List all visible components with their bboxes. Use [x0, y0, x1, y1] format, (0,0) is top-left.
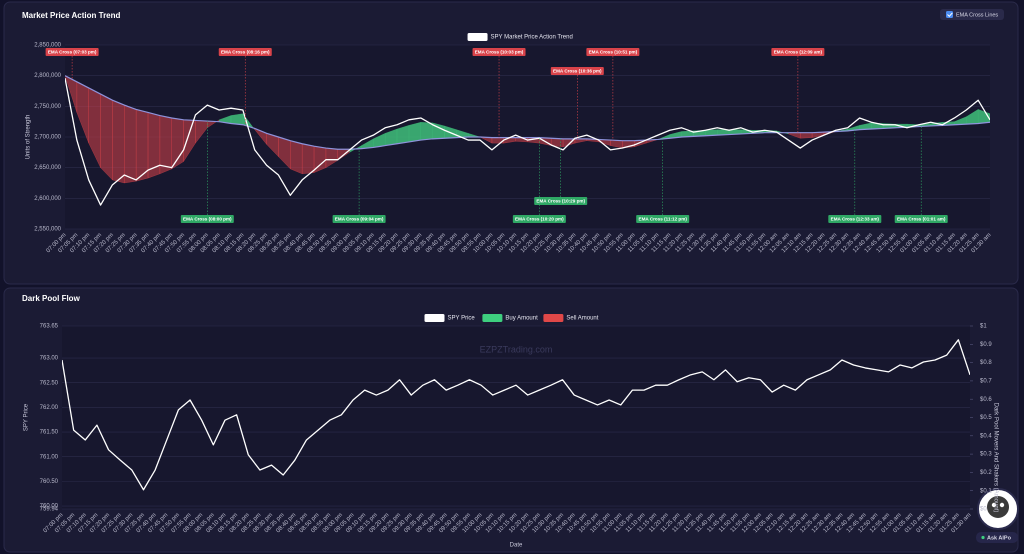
annotation-box	[550, 67, 604, 75]
y-tick-label: 760.50	[40, 479, 59, 485]
y-tick-label: 2,850,000	[34, 43, 61, 49]
series-line	[62, 339, 970, 491]
ema-slow-line	[65, 75, 990, 150]
legend-label: SPY Price	[448, 316, 476, 322]
annotation-label: EMA Cross (12:09 am)	[774, 50, 823, 55]
y2-tick-label: $0.8	[980, 360, 992, 366]
status-dot	[981, 535, 985, 540]
bearish-band	[112, 99, 125, 184]
bearish-band	[171, 117, 184, 170]
annotation-label: EMA Cross (10:36 pm)	[553, 69, 602, 74]
bearish-band	[800, 132, 813, 139]
y-axis-label: SPY Price	[24, 403, 30, 431]
toggle-label[interactable]: EMA Cross Lines	[956, 12, 998, 18]
checkbox[interactable]	[946, 11, 953, 18]
annotation-label: EMA Cross (08:16 pm)	[221, 50, 270, 55]
y2-tick-label: $0.6	[980, 397, 992, 403]
y-tick-label: 762.50	[40, 380, 59, 386]
legend-label: Buy Amount	[505, 316, 538, 322]
bearish-band	[136, 109, 149, 182]
y-tick-label: 2,800,000	[34, 73, 61, 79]
annotation-box	[828, 215, 882, 223]
bullish-band	[230, 113, 244, 125]
legend-swatch	[424, 314, 445, 322]
annotation-label: EMA Cross (10:20 pm)	[515, 217, 564, 222]
annotation-label: EMA Cross (10:51 pm)	[589, 50, 638, 55]
avatar-face	[987, 496, 1009, 518]
y-tick-label: 761.50	[40, 430, 59, 436]
y2-tick-label: $0	[980, 507, 987, 513]
y2-tick-label: $0.2	[980, 470, 992, 476]
bullish-band	[420, 122, 433, 141]
avatar-eye	[999, 502, 1005, 508]
annotation-box	[472, 48, 526, 56]
toggle-background[interactable]	[940, 9, 1004, 20]
y-tick-label: 760.00	[40, 504, 59, 510]
legend-label: Sell Amount	[566, 316, 598, 322]
annotation-box	[180, 215, 234, 223]
annotation-box	[636, 215, 690, 223]
y2-tick-label: $0.9	[980, 342, 992, 348]
check-mark	[947, 12, 953, 18]
annotation-box	[771, 48, 825, 56]
annotation-box	[534, 197, 588, 205]
annotation-box	[45, 48, 99, 56]
panel-title: Dark Pool Flow	[22, 294, 81, 303]
plot	[62, 339, 970, 491]
legend-swatch	[467, 33, 488, 41]
ema-toggle[interactable]: EMA Cross Lines	[940, 9, 1004, 20]
annotation-box	[218, 48, 272, 56]
annotation-label: EMA Cross (10:03 pm)	[475, 50, 524, 55]
y-tick-label: 2,700,000	[34, 135, 61, 141]
assistant[interactable]: Ask AIPo	[976, 488, 1019, 543]
legend-swatch	[543, 314, 564, 322]
annotation-label: EMA Cross (12:33 am)	[831, 217, 880, 222]
bearish-band	[302, 143, 315, 174]
annotation-label: EMA Cross (09:04 pm)	[335, 217, 384, 222]
annotation-label: EMA Cross (01:01 am)	[897, 217, 946, 222]
bearish-band	[100, 93, 113, 181]
legend-swatch	[482, 314, 503, 322]
y-tick-label: 2,750,000	[34, 104, 61, 110]
y2-tick-label: $0.3	[980, 452, 992, 458]
annotation-label: EMA Cross (10:29 pm)	[536, 199, 585, 204]
avatar-eye	[991, 502, 997, 508]
annotation-box	[332, 215, 386, 223]
annotation-box	[586, 48, 640, 56]
plot-area	[62, 326, 970, 509]
panel-title: Market Price Action Trend	[22, 11, 121, 20]
y2-tick-label: $0.1	[980, 488, 992, 494]
y-tick-label: 763.65	[40, 324, 59, 330]
y-tick-label: 763.00	[40, 356, 59, 362]
assistant-pill[interactable]	[976, 532, 1018, 543]
y-tick-label: 2,550,000	[34, 227, 61, 233]
annotation-label: EMA Cross (11:12 pm)	[639, 217, 688, 222]
y2-tick-label: $1	[980, 324, 987, 330]
annotation-label: EMA Cross (07:03 pm)	[48, 50, 97, 55]
bullish-band	[408, 122, 421, 143]
y2-axis-label: Dark Pool Movers And Shakers (Amount)	[992, 403, 998, 513]
y2-tick-label: $0.7	[980, 378, 992, 384]
plot	[65, 75, 990, 206]
y-tick-label: 2,600,000	[34, 196, 61, 202]
legend-label: SPY Market Price Action Trend	[491, 35, 573, 41]
y2-tick-label: $0.5	[980, 415, 992, 421]
y-tick-label: 2,650,000	[34, 165, 61, 171]
y-tick-label: 761.00	[40, 454, 59, 460]
bearish-band	[290, 140, 303, 175]
y-tick-label: 759.94	[40, 507, 59, 513]
series-line	[65, 77, 990, 206]
bearish-band	[124, 104, 137, 184]
watermark: EZPZTrading.com	[480, 344, 553, 354]
y-tick-label: 762.00	[40, 405, 59, 411]
annotation-box	[894, 215, 948, 223]
annotation-label: EMA Cross (08:00 pm)	[183, 217, 232, 222]
assistant-label[interactable]: Ask AIPo	[987, 535, 1012, 541]
y-axis-label: Units of Strength	[26, 115, 32, 160]
x-axis-label: Date	[510, 543, 523, 549]
y2-tick-label: $0.4	[980, 433, 992, 439]
annotation-box	[512, 215, 566, 223]
